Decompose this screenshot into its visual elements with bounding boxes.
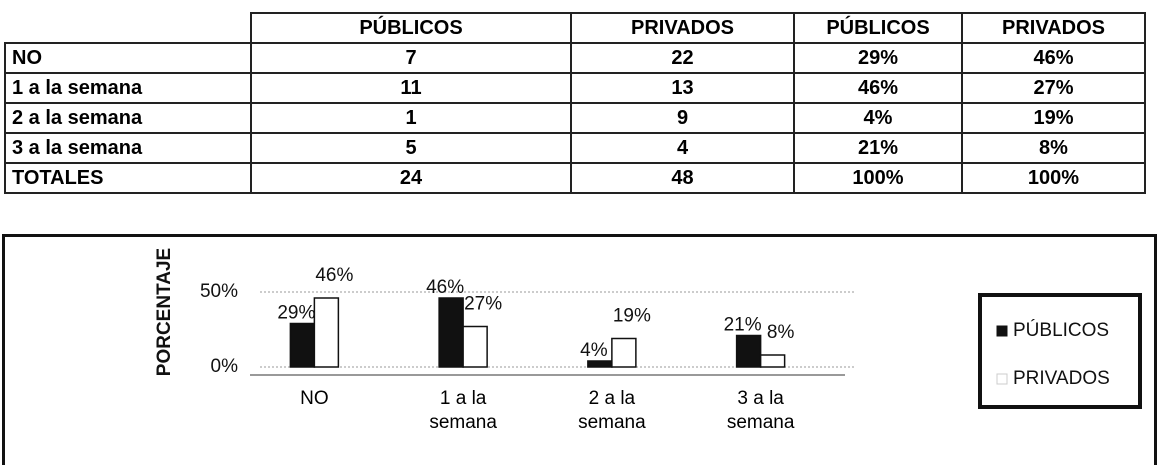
x-tick-label: 3 a la semana <box>726 388 795 433</box>
x-tick-label: 1 a la semana <box>429 388 497 433</box>
value-label: 19% <box>613 306 651 327</box>
header-cell: PÚBLICOS <box>793 12 963 44</box>
cell: 5 <box>250 132 572 164</box>
cell: 1 <box>250 102 572 134</box>
legend-label: PRIVADOS <box>1013 368 1110 389</box>
value-label: 29% <box>277 303 315 324</box>
bar <box>289 322 316 368</box>
cell: 24 <box>250 162 572 194</box>
row-label: 2 a la semana <box>4 102 252 134</box>
cell: 8% <box>961 132 1146 164</box>
chart: PORCENTAJE 0% 50% 29% 46% 46% 27% 4% 19% 21% 8% PÚ… <box>2 234 1157 465</box>
legend-swatch <box>996 325 1008 337</box>
table-row: 1 a la semana 11 13 46% 27% <box>4 72 1146 104</box>
row-label: NO <box>4 42 252 74</box>
cell: 7 <box>250 42 572 74</box>
header-cell: PRIVADOS <box>961 12 1146 44</box>
header-row: PÚBLICOS PRIVADOS PÚBLICOS PRIVADOS <box>5 12 1146 44</box>
cell: 46% <box>961 42 1146 74</box>
chart-svg: PORCENTAJE 0%50%29%46%46%27%4%19% 21% 8% PÚ… <box>154 248 1142 409</box>
bar <box>438 297 464 368</box>
cell: 4 <box>570 132 795 164</box>
header-cell: PRIVADOS <box>570 12 795 44</box>
value-label: 46% <box>426 277 464 298</box>
bar <box>313 297 340 368</box>
value-label: 46% <box>315 265 353 286</box>
row-label: 1 a la semana <box>4 72 252 104</box>
bar <box>759 354 786 368</box>
cell: 27% <box>961 72 1146 104</box>
cell: 9 <box>570 102 795 134</box>
y-tick-label: 50% <box>200 281 238 302</box>
y-tick-label: 0% <box>211 356 239 377</box>
y-axis-label: PORCENTAJE <box>154 248 175 376</box>
cell: 29% <box>793 42 963 74</box>
table-row: TOTALES 24 48 100% 100% <box>4 162 1146 194</box>
data-table: PÚBLICOS PRIVADOS PÚBLICOS PRIVADOS NO 7 22 29%… <box>4 12 1146 194</box>
legend-swatch <box>996 373 1008 385</box>
cell: 46% <box>793 72 963 104</box>
value-label: 27% <box>464 294 502 315</box>
cell: 100% <box>961 162 1146 194</box>
value-label: 8% <box>767 322 795 343</box>
table-row: NO 7 22 29% 46% <box>4 42 1146 74</box>
row-label: 3 a la semana <box>4 132 252 164</box>
x-tick-label: 2 a la semana <box>578 388 646 433</box>
value-label: 21% <box>724 315 762 336</box>
corner-cell <box>5 13 252 44</box>
cell: 48 <box>570 162 795 194</box>
cell: 4% <box>793 102 963 134</box>
legend-label: PÚBLICOS <box>1013 319 1109 341</box>
x-tick-label: NO <box>300 388 329 409</box>
row-label: TOTALES <box>4 162 252 194</box>
cell: 19% <box>961 102 1146 134</box>
bar <box>462 325 488 368</box>
cell: 100% <box>793 162 963 194</box>
cell: 11 <box>250 72 572 104</box>
value-label: 4% <box>580 340 608 361</box>
cell: 13 <box>570 72 795 104</box>
table-row: 2 a la semana 1 9 4% 19% <box>4 102 1146 134</box>
cell: 22 <box>570 42 795 74</box>
header-cell: PÚBLICOS <box>250 12 572 44</box>
bar <box>587 360 613 368</box>
bar <box>611 337 637 368</box>
bar <box>735 334 762 368</box>
table-row: 3 a la semana 5 4 21% 8% <box>4 132 1146 164</box>
cell: 21% <box>793 132 963 164</box>
legend-box <box>978 293 1142 409</box>
